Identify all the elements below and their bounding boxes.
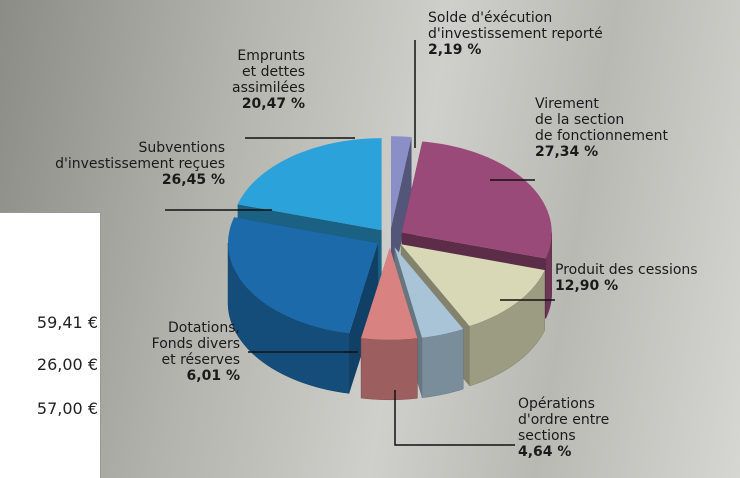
value-label: 4,64 %: [518, 444, 609, 460]
category-name: Subventions d'investissement reçues: [55, 140, 225, 172]
category-name: Dotations, Fonds divers et réserves: [152, 320, 240, 368]
slice-label: Solde d'éxécution d'investissement repor…: [428, 10, 603, 58]
value-label: 20,47 %: [232, 96, 305, 112]
page: 59,41 € 26,00 € 57,00 € Solde d'éxécutio…: [0, 0, 740, 478]
category-name: Solde d'éxécution d'investissement repor…: [428, 10, 603, 42]
category-name: Virement de la section de fonctionnement: [535, 96, 668, 144]
value-label: 27,34 %: [535, 144, 668, 160]
value-label: 2,19 %: [428, 42, 603, 58]
slice-label: Virement de la section de fonctionnement…: [535, 96, 668, 160]
category-name: Opérations d'ordre entre sections: [518, 396, 609, 444]
value-label: 26,45 %: [55, 172, 225, 188]
value-label: 6,01 %: [152, 368, 240, 384]
slice-side: [422, 329, 463, 398]
category-name: Produit des cessions: [555, 262, 698, 278]
chart: [0, 0, 740, 478]
value-label: 12,90 %: [555, 278, 698, 294]
slice-side: [361, 338, 417, 400]
category-name: Emprunts et dettes assimilées: [232, 48, 305, 96]
